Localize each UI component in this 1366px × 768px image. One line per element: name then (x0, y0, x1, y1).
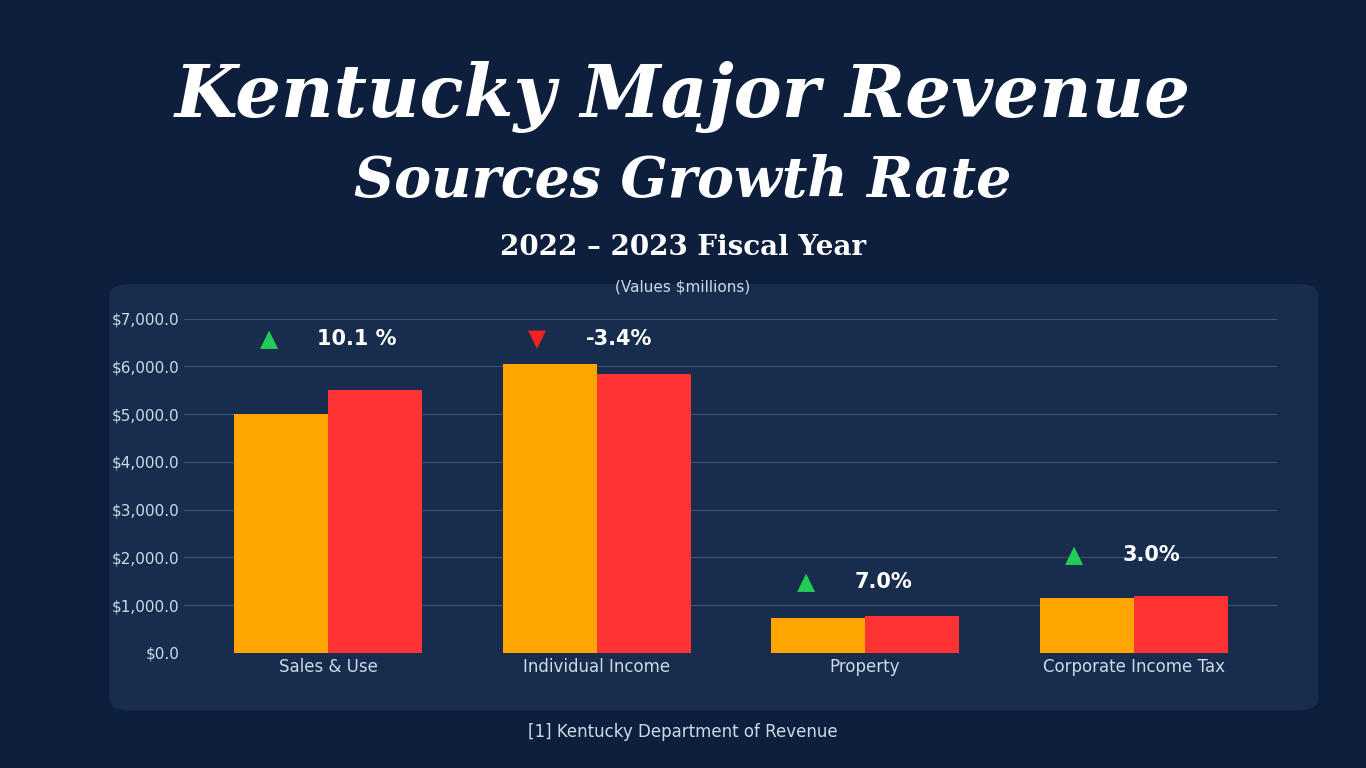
Text: Kentucky Major Revenue: Kentucky Major Revenue (175, 61, 1191, 134)
Bar (597, 374, 691, 653)
Bar (503, 364, 597, 653)
Bar (1134, 596, 1228, 653)
Bar (1040, 598, 1134, 653)
Text: -3.4%: -3.4% (586, 329, 652, 349)
Text: Sources Growth Rate: Sources Growth Rate (354, 154, 1012, 209)
Bar (234, 414, 328, 653)
Text: ▲: ▲ (260, 326, 279, 351)
Text: 2022 – 2023 Fiscal Year: 2022 – 2023 Fiscal Year (500, 234, 866, 261)
Text: 10.1 %: 10.1 % (317, 329, 396, 349)
Text: ▲: ▲ (1065, 543, 1083, 567)
Text: ▲: ▲ (796, 570, 816, 594)
Bar (865, 615, 959, 653)
Text: 3.0%: 3.0% (1123, 545, 1180, 565)
Bar (770, 618, 865, 653)
Text: [1] Kentucky Department of Revenue: [1] Kentucky Department of Revenue (529, 723, 837, 741)
Text: ▼: ▼ (529, 326, 546, 351)
Text: 7.0%: 7.0% (854, 572, 912, 592)
Bar (328, 390, 422, 653)
Text: (Values $millions): (Values $millions) (615, 279, 751, 294)
